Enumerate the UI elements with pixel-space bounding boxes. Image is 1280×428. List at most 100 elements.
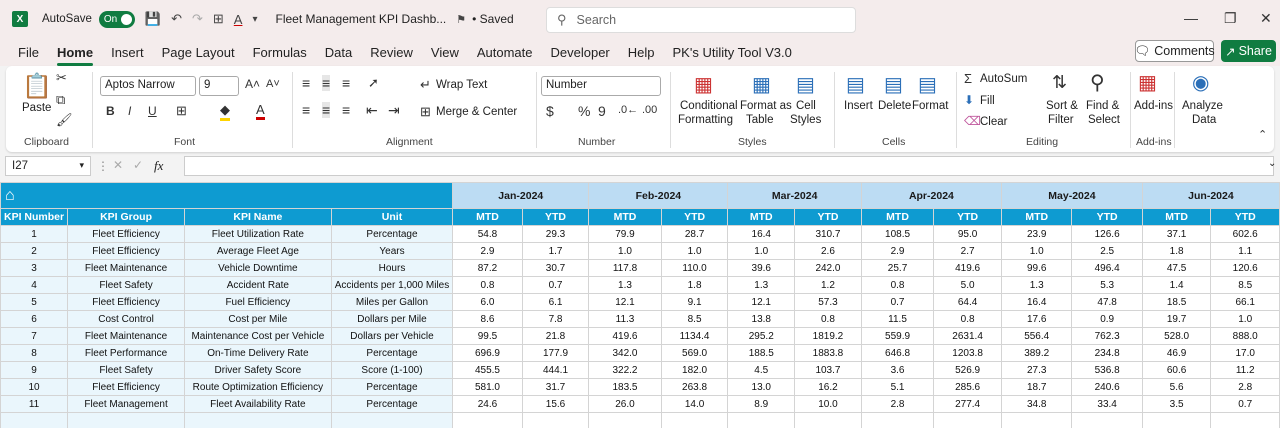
kpi-group-cell[interactable]: Fleet Maintenance	[67, 259, 186, 277]
kpi-number-cell[interactable]: 11	[0, 395, 69, 413]
value-cell[interactable]: 26.0	[588, 395, 662, 413]
tab-view[interactable]: View	[430, 44, 459, 60]
font-color-icon[interactable]: A	[256, 102, 265, 120]
saved-status[interactable]: • Saved	[472, 12, 514, 26]
value-cell[interactable]: 27.3	[1000, 361, 1073, 379]
kpi-name-cell[interactable]: Vehicle Downtime	[184, 259, 332, 277]
value-cell[interactable]: 536.8	[1071, 361, 1143, 379]
tab-data[interactable]: Data	[324, 44, 353, 60]
value-cell[interactable]: 1.3	[727, 276, 796, 294]
empty-cell[interactable]	[1000, 412, 1073, 428]
empty-cell[interactable]	[0, 412, 69, 428]
tab-utility-tool[interactable]: PK's Utility Tool V3.0	[672, 44, 792, 60]
wrap-text-button[interactable]: Wrap Text	[436, 79, 488, 91]
value-cell[interactable]: 1.0	[1210, 310, 1280, 328]
kpi-number-cell[interactable]: 9	[0, 361, 69, 379]
borders-icon[interactable]: ⊞	[176, 103, 187, 118]
value-cell[interactable]: 3.6	[860, 361, 935, 379]
value-cell[interactable]: 54.8	[452, 225, 523, 243]
value-cell[interactable]: 389.2	[1000, 344, 1073, 362]
font-size-select[interactable]: 9	[199, 76, 239, 96]
borders-icon[interactable]: ⊞	[212, 11, 224, 26]
name-box[interactable]: I27 ▾	[5, 156, 91, 176]
value-cell[interactable]: 110.0	[660, 259, 729, 277]
value-cell[interactable]: 177.9	[521, 344, 590, 362]
autosave-toggle[interactable]: On	[98, 10, 135, 28]
value-cell[interactable]: 19.7	[1141, 310, 1212, 328]
autosum-icon[interactable]: Σ	[964, 71, 973, 86]
align-right-icon[interactable]: ≡	[342, 102, 351, 118]
unit-cell[interactable]: Hours	[330, 259, 454, 277]
value-cell[interactable]: 182.0	[660, 361, 729, 379]
empty-cell[interactable]	[1071, 412, 1143, 428]
value-cell[interactable]: 18.7	[1000, 378, 1073, 396]
value-cell[interactable]: 263.8	[660, 378, 729, 396]
kpi-name-cell[interactable]: Accident Rate	[184, 276, 332, 294]
value-cell[interactable]: 556.4	[1000, 327, 1073, 345]
value-cell[interactable]: 11.2	[1210, 361, 1280, 379]
value-cell[interactable]: 2.8	[1210, 378, 1280, 396]
value-cell[interactable]: 322.2	[588, 361, 662, 379]
value-cell[interactable]: 0.7	[521, 276, 590, 294]
value-cell[interactable]: 11.5	[860, 310, 935, 328]
share-button[interactable]: ↗ Share	[1221, 40, 1276, 62]
value-cell[interactable]: 79.9	[588, 225, 662, 243]
value-cell[interactable]: 240.6	[1071, 378, 1143, 396]
search-input[interactable]: ⚲ Search	[546, 7, 856, 33]
format-as-table-button[interactable]: Format as	[740, 100, 792, 112]
unit-cell[interactable]: Miles per Gallon	[330, 293, 454, 311]
cell-styles-button[interactable]: Cell	[796, 100, 816, 112]
tab-home[interactable]: Home	[56, 41, 94, 66]
value-cell[interactable]: 1.0	[727, 242, 796, 260]
merge-center-icon[interactable]: ⊞	[420, 104, 431, 119]
value-cell[interactable]: 1.2	[794, 276, 862, 294]
value-cell[interactable]: 5.0	[933, 276, 1002, 294]
tab-formulas[interactable]: Formulas	[252, 44, 307, 60]
value-cell[interactable]: 528.0	[1141, 327, 1212, 345]
value-cell[interactable]: 1819.2	[794, 327, 862, 345]
kpi-number-cell[interactable]: 7	[0, 327, 69, 345]
comments-button[interactable]: 🗨 Comments	[1134, 40, 1215, 62]
align-bottom-icon[interactable]: ≡	[342, 75, 351, 91]
value-cell[interactable]: 444.1	[521, 361, 590, 379]
kpi-number-cell[interactable]: 1	[0, 225, 69, 243]
font-name-select[interactable]: Aptos Narrow	[100, 76, 196, 96]
decrease-indent-icon[interactable]: ⇤	[366, 102, 378, 118]
kpi-group-cell[interactable]: Fleet Safety	[67, 361, 186, 379]
kpi-number-cell[interactable]: 4	[0, 276, 69, 294]
kpi-group-cell[interactable]: Fleet Efficiency	[67, 242, 186, 260]
kpi-name-cell[interactable]: Fleet Availability Rate	[184, 395, 332, 413]
value-cell[interactable]: 1.0	[588, 242, 662, 260]
decrease-decimal-icon[interactable]: .00	[642, 104, 658, 116]
conditional-formatting-button[interactable]: Conditional	[680, 100, 738, 112]
unit-cell[interactable]: Percentage	[330, 378, 454, 396]
value-cell[interactable]: 602.6	[1210, 225, 1280, 243]
value-cell[interactable]: 13.0	[727, 378, 796, 396]
kpi-group-cell[interactable]: Fleet Safety	[67, 276, 186, 294]
clear-button[interactable]: Clear	[980, 116, 1008, 128]
value-cell[interactable]: 1.3	[588, 276, 662, 294]
value-cell[interactable]: 1.3	[1000, 276, 1073, 294]
value-cell[interactable]: 17.6	[1000, 310, 1073, 328]
more-icon[interactable]: ⋮	[97, 159, 109, 173]
value-cell[interactable]: 234.8	[1071, 344, 1143, 362]
value-cell[interactable]: 569.0	[660, 344, 729, 362]
copy-icon[interactable]: ⧉	[56, 92, 66, 107]
tab-review[interactable]: Review	[370, 44, 413, 60]
empty-cell[interactable]	[452, 412, 523, 428]
value-cell[interactable]: 419.6	[588, 327, 662, 345]
undo-icon[interactable]: ↶	[171, 11, 182, 26]
value-cell[interactable]: 0.8	[452, 276, 523, 294]
value-cell[interactable]: 46.9	[1141, 344, 1212, 362]
value-cell[interactable]: 419.6	[933, 259, 1002, 277]
value-cell[interactable]: 39.6	[727, 259, 796, 277]
value-cell[interactable]: 1.1	[1210, 242, 1280, 260]
unit-cell[interactable]: Accidents per 1,000 Miles	[330, 276, 454, 294]
merge-center-button[interactable]: Merge & Center	[436, 106, 518, 118]
value-cell[interactable]: 7.8	[521, 310, 590, 328]
value-cell[interactable]: 188.5	[727, 344, 796, 362]
value-cell[interactable]: 12.1	[588, 293, 662, 311]
fill-color-icon[interactable]: ◆	[220, 102, 230, 121]
formula-input[interactable]	[184, 156, 1274, 176]
empty-cell[interactable]	[330, 412, 454, 428]
